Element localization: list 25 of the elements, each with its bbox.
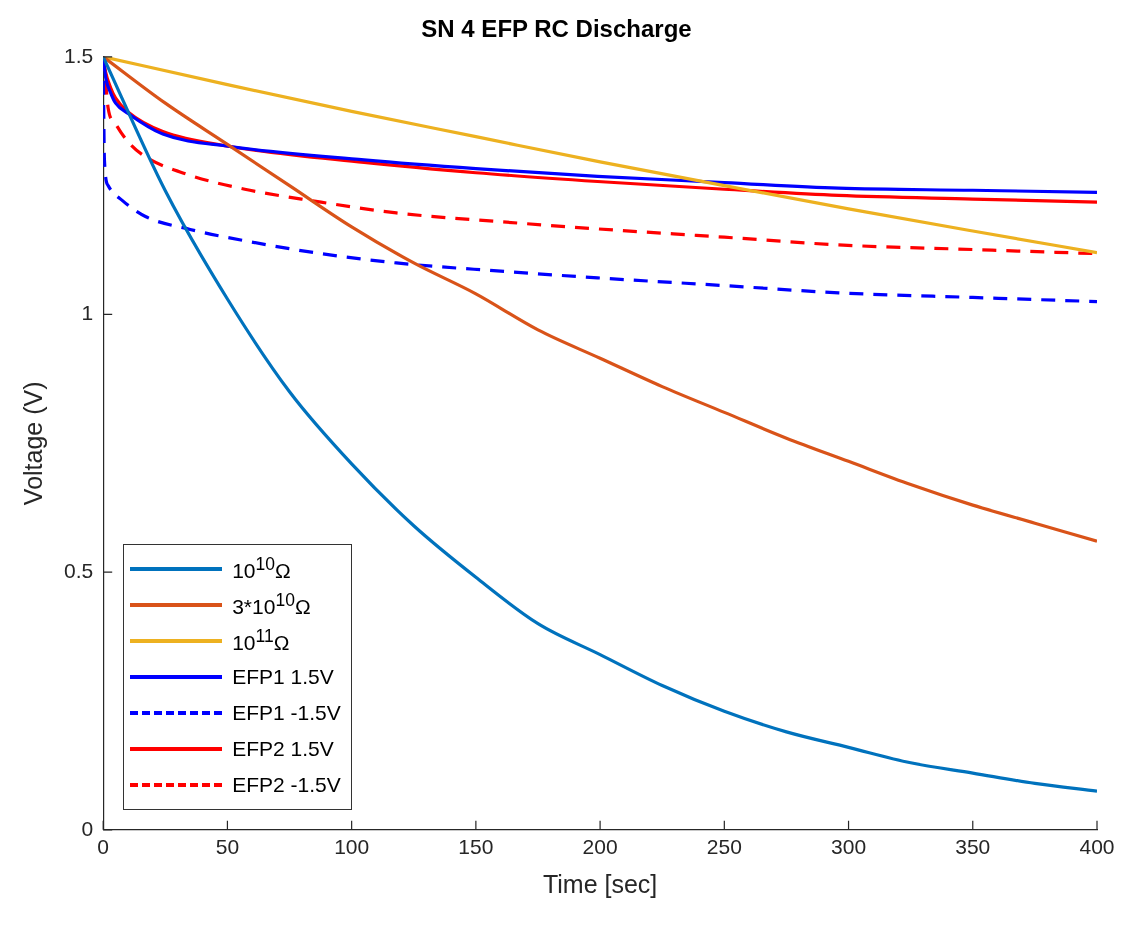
legend-label: 3*10$^{10}$Ω [232, 590, 311, 620]
x-axis-title: Time [sec] [542, 869, 658, 898]
y-tick-label: 0.5 [63, 558, 94, 582]
y-axis-title: Voltage (V) [18, 381, 47, 506]
y-tick-label: 1 [81, 301, 94, 325]
x-tick-label: 250 [706, 835, 742, 859]
line-series [103, 56, 1097, 543]
y-tick-label: 0 [81, 816, 94, 840]
legend-label: 10$^{10}$Ω [232, 554, 291, 584]
legend-label: EFP1 1.5V [232, 664, 334, 689]
x-tick-label: 400 [1079, 835, 1115, 859]
y-tick-label: 1.5 [63, 43, 94, 67]
x-tick-label: 200 [582, 835, 618, 859]
legend-label: EFP2 -1.5V [232, 772, 341, 797]
legend-label: 10$^{11}$Ω [232, 626, 290, 656]
chart-title: SN 4 EFP RC Discharge [421, 15, 692, 43]
x-tick-label: 150 [458, 835, 494, 859]
legend-label: EFP1 -1.5V [232, 700, 341, 725]
x-tick-label: 50 [215, 835, 240, 859]
x-tick-label: 100 [334, 835, 370, 859]
legend-label: EFP2 1.5V [232, 736, 334, 761]
x-tick-label: 350 [955, 835, 991, 859]
line-series [103, 56, 1097, 793]
x-tick-label: 0 [97, 835, 110, 859]
x-tick-label: 300 [831, 835, 867, 859]
